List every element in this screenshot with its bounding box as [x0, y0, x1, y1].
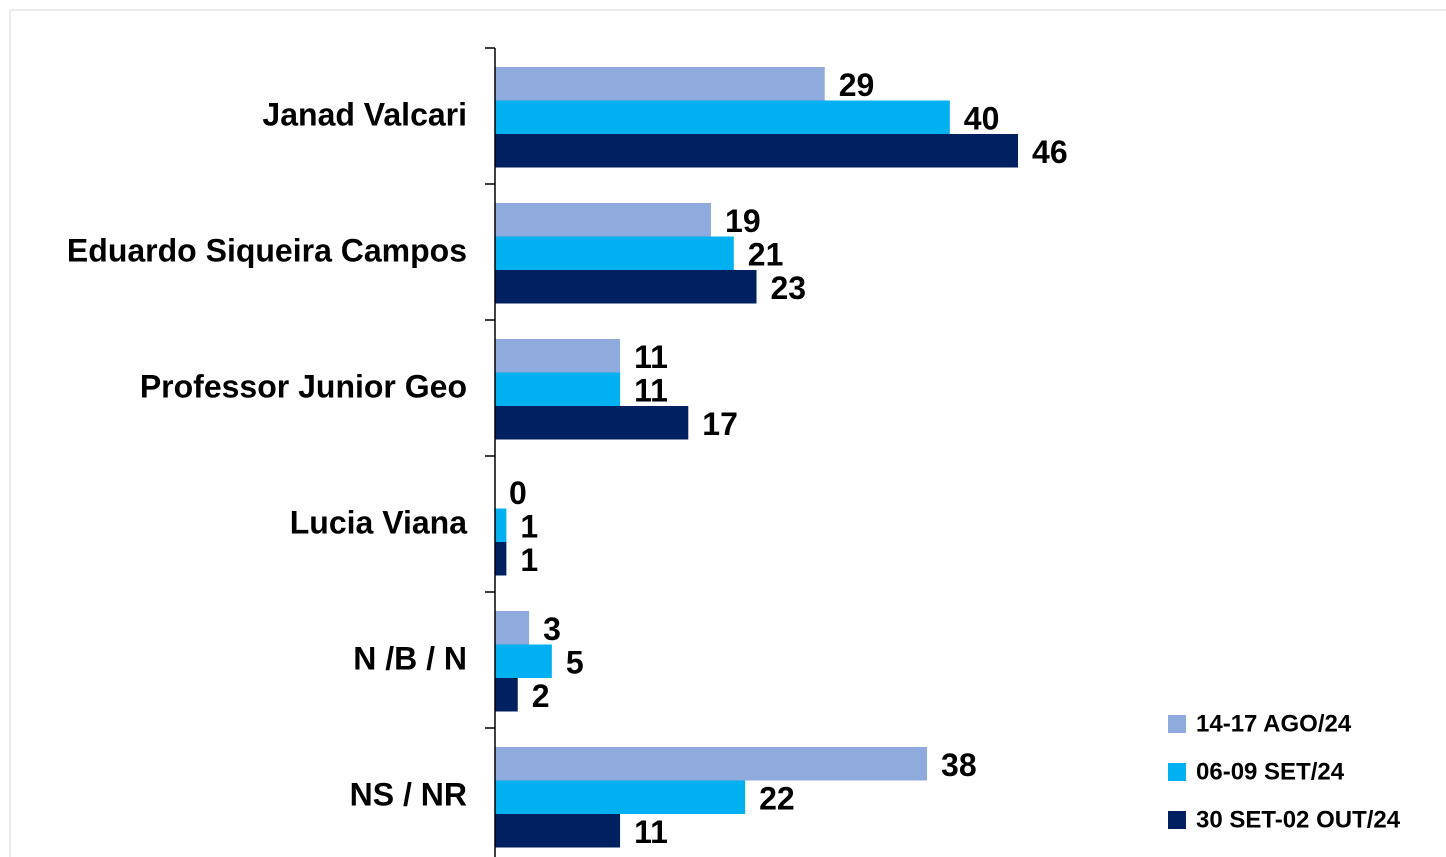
value-label: 5	[566, 645, 584, 681]
value-label: 11	[634, 339, 668, 375]
value-label: 11	[634, 814, 668, 850]
bar	[495, 270, 757, 304]
legend-label: 14-17 AGO/24	[1196, 710, 1352, 737]
value-label: 23	[771, 270, 807, 306]
value-label: 17	[702, 406, 738, 442]
legend-label: 06-09 SET/24	[1196, 758, 1345, 785]
bar	[495, 236, 734, 270]
legend-label: 30 SET-02 OUT/24	[1196, 806, 1401, 833]
bar	[495, 203, 712, 237]
value-label: 29	[839, 67, 875, 103]
chart-border	[9, 9, 1446, 857]
value-label: 3	[543, 611, 561, 647]
bar	[495, 134, 1019, 168]
value-label: 1	[520, 542, 538, 578]
value-label: 19	[725, 203, 761, 239]
value-label: 21	[748, 237, 784, 273]
category-label: Lucia Viana	[290, 505, 467, 541]
value-label: 1	[520, 509, 538, 545]
value-label: 38	[941, 747, 977, 783]
bar	[495, 100, 950, 134]
category-label: N /B / N	[353, 641, 467, 677]
legend-swatch	[1168, 715, 1186, 733]
value-label: 11	[634, 373, 668, 409]
bar	[495, 67, 825, 101]
bar	[495, 372, 621, 406]
value-label: 22	[759, 781, 795, 817]
bar	[495, 780, 746, 814]
category-label: Professor Junior Geo	[140, 369, 467, 405]
legend-swatch	[1168, 763, 1186, 781]
value-label: 40	[964, 101, 1000, 137]
category-label: Eduardo Siqueira Campos	[67, 233, 467, 269]
bar	[495, 508, 507, 542]
legend-swatch	[1168, 811, 1186, 829]
bar	[495, 814, 621, 848]
bar	[495, 747, 928, 781]
category-label: Janad Valcari	[262, 97, 467, 133]
value-label: 46	[1032, 134, 1068, 170]
category-label: NS / NR	[350, 777, 467, 813]
bar	[495, 339, 621, 373]
value-label: 0	[509, 475, 527, 511]
bar	[495, 542, 507, 576]
bar	[495, 611, 530, 645]
value-label: 2	[532, 678, 550, 714]
bar	[495, 406, 689, 440]
bar	[495, 678, 518, 712]
bar	[495, 644, 552, 678]
